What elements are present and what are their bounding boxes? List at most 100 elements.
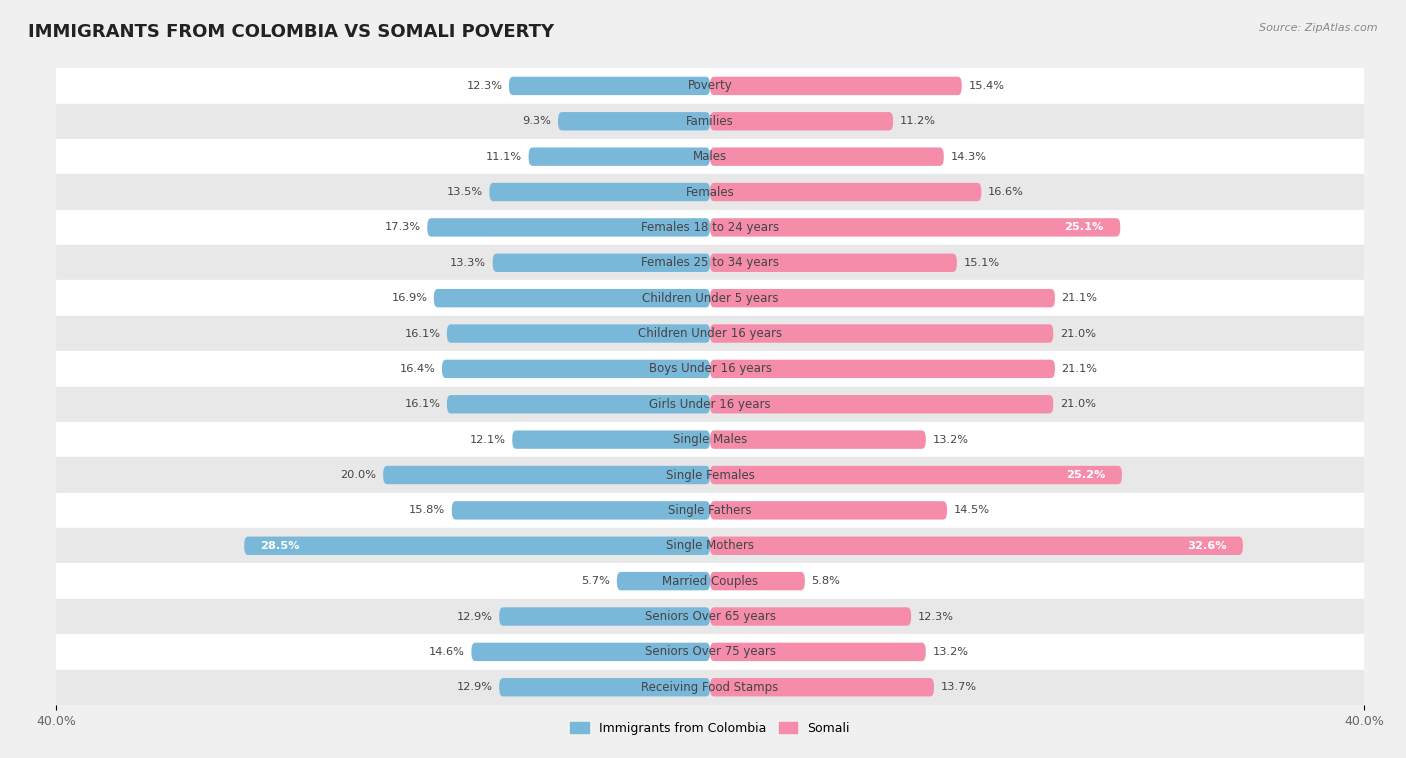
Text: 25.1%: 25.1% — [1064, 222, 1104, 233]
FancyBboxPatch shape — [710, 395, 1053, 413]
FancyBboxPatch shape — [427, 218, 710, 236]
Bar — [56, 599, 1364, 634]
Text: Females: Females — [686, 186, 734, 199]
Text: Single Females: Single Females — [665, 468, 755, 481]
Text: 21.0%: 21.0% — [1060, 399, 1095, 409]
Text: 28.5%: 28.5% — [260, 540, 299, 551]
Text: 16.1%: 16.1% — [405, 399, 440, 409]
Bar — [56, 210, 1364, 245]
FancyBboxPatch shape — [499, 678, 710, 697]
Text: 25.2%: 25.2% — [1066, 470, 1105, 480]
FancyBboxPatch shape — [434, 289, 710, 307]
FancyBboxPatch shape — [512, 431, 710, 449]
Text: Receiving Food Stamps: Receiving Food Stamps — [641, 681, 779, 694]
Text: 11.2%: 11.2% — [900, 116, 935, 127]
Text: Females 25 to 34 years: Females 25 to 34 years — [641, 256, 779, 269]
Text: 15.1%: 15.1% — [963, 258, 1000, 268]
FancyBboxPatch shape — [617, 572, 710, 590]
Text: Boys Under 16 years: Boys Under 16 years — [648, 362, 772, 375]
Text: 21.1%: 21.1% — [1062, 293, 1098, 303]
Text: 15.8%: 15.8% — [409, 506, 446, 515]
FancyBboxPatch shape — [245, 537, 710, 555]
Text: 9.3%: 9.3% — [523, 116, 551, 127]
Text: 12.9%: 12.9% — [457, 612, 492, 622]
Text: 16.1%: 16.1% — [405, 328, 440, 339]
Text: 5.7%: 5.7% — [582, 576, 610, 586]
Text: Seniors Over 65 years: Seniors Over 65 years — [644, 610, 776, 623]
Bar — [56, 316, 1364, 351]
FancyBboxPatch shape — [710, 678, 934, 697]
FancyBboxPatch shape — [710, 501, 948, 519]
Bar — [56, 457, 1364, 493]
Bar — [56, 68, 1364, 104]
FancyBboxPatch shape — [529, 148, 710, 166]
FancyBboxPatch shape — [710, 77, 962, 95]
Text: 14.6%: 14.6% — [429, 647, 465, 657]
Text: 16.4%: 16.4% — [399, 364, 436, 374]
Text: Males: Males — [693, 150, 727, 163]
FancyBboxPatch shape — [447, 324, 710, 343]
Bar — [56, 387, 1364, 422]
FancyBboxPatch shape — [492, 254, 710, 272]
Text: 14.5%: 14.5% — [953, 506, 990, 515]
Text: 13.5%: 13.5% — [447, 187, 482, 197]
Text: 16.6%: 16.6% — [988, 187, 1024, 197]
Text: 13.3%: 13.3% — [450, 258, 486, 268]
FancyBboxPatch shape — [710, 572, 804, 590]
FancyBboxPatch shape — [710, 218, 1121, 236]
Text: Children Under 5 years: Children Under 5 years — [641, 292, 779, 305]
Bar — [56, 139, 1364, 174]
Bar — [56, 563, 1364, 599]
FancyBboxPatch shape — [382, 466, 710, 484]
FancyBboxPatch shape — [558, 112, 710, 130]
FancyBboxPatch shape — [710, 183, 981, 201]
Text: 11.1%: 11.1% — [486, 152, 522, 161]
Text: 15.4%: 15.4% — [969, 81, 1004, 91]
Text: 12.3%: 12.3% — [467, 81, 502, 91]
Text: Children Under 16 years: Children Under 16 years — [638, 327, 782, 340]
Text: 12.1%: 12.1% — [470, 434, 506, 445]
Text: 13.2%: 13.2% — [932, 434, 969, 445]
Text: Females 18 to 24 years: Females 18 to 24 years — [641, 221, 779, 234]
Text: Single Mothers: Single Mothers — [666, 539, 754, 553]
FancyBboxPatch shape — [489, 183, 710, 201]
Text: 32.6%: 32.6% — [1187, 540, 1226, 551]
Text: Single Fathers: Single Fathers — [668, 504, 752, 517]
Text: 12.9%: 12.9% — [457, 682, 492, 692]
Bar — [56, 104, 1364, 139]
Bar — [56, 245, 1364, 280]
FancyBboxPatch shape — [710, 431, 925, 449]
Bar — [56, 422, 1364, 457]
Text: 5.8%: 5.8% — [811, 576, 841, 586]
Text: 16.9%: 16.9% — [391, 293, 427, 303]
Bar — [56, 351, 1364, 387]
Text: IMMIGRANTS FROM COLOMBIA VS SOMALI POVERTY: IMMIGRANTS FROM COLOMBIA VS SOMALI POVER… — [28, 23, 554, 41]
FancyBboxPatch shape — [710, 537, 1243, 555]
FancyBboxPatch shape — [710, 254, 957, 272]
Text: Seniors Over 75 years: Seniors Over 75 years — [644, 645, 776, 659]
FancyBboxPatch shape — [710, 324, 1053, 343]
Bar — [56, 493, 1364, 528]
FancyBboxPatch shape — [441, 360, 710, 378]
FancyBboxPatch shape — [710, 289, 1054, 307]
Bar — [56, 528, 1364, 563]
FancyBboxPatch shape — [710, 607, 911, 625]
Text: Single Males: Single Males — [673, 433, 747, 446]
Text: 17.3%: 17.3% — [385, 222, 420, 233]
Bar — [56, 634, 1364, 669]
FancyBboxPatch shape — [710, 466, 1122, 484]
FancyBboxPatch shape — [710, 643, 925, 661]
FancyBboxPatch shape — [447, 395, 710, 413]
Text: Families: Families — [686, 114, 734, 128]
Text: Poverty: Poverty — [688, 80, 733, 92]
Bar — [56, 669, 1364, 705]
Text: 14.3%: 14.3% — [950, 152, 986, 161]
Text: Girls Under 16 years: Girls Under 16 years — [650, 398, 770, 411]
FancyBboxPatch shape — [451, 501, 710, 519]
Text: 13.2%: 13.2% — [932, 647, 969, 657]
Text: 12.3%: 12.3% — [918, 612, 953, 622]
FancyBboxPatch shape — [499, 607, 710, 625]
FancyBboxPatch shape — [710, 112, 893, 130]
Text: 20.0%: 20.0% — [340, 470, 377, 480]
Bar — [56, 174, 1364, 210]
